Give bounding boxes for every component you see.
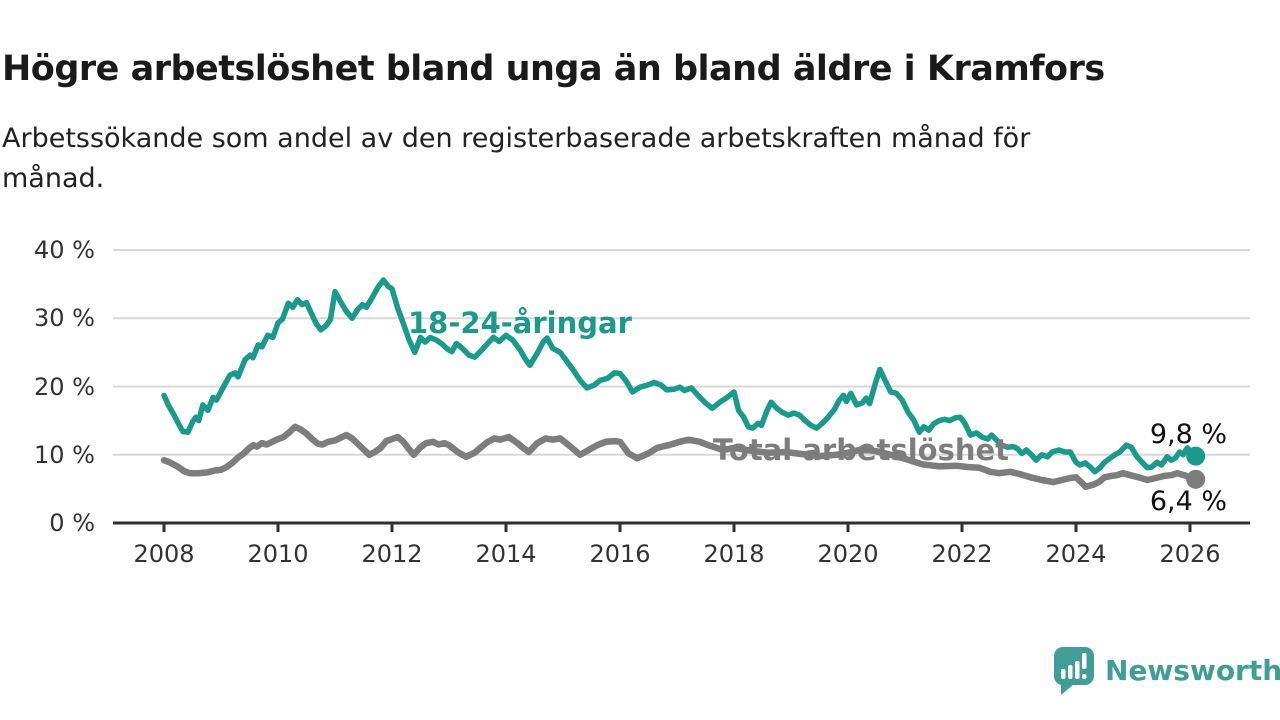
x-axis-label-2020: 2020: [817, 540, 879, 568]
page-title: Högre arbetslöshet bland unga än bland ä…: [2, 49, 1105, 90]
x-axis-label-2010: 2010: [247, 540, 309, 568]
x-axis-label-2018: 2018: [703, 540, 765, 568]
x-axis-label-2026: 2026: [1159, 540, 1221, 568]
series-end-dot-total: [1186, 469, 1206, 489]
end-value-label-18-24: 9,8 %: [1149, 419, 1227, 450]
y-axis-label-30: 30 %: [34, 304, 95, 333]
series-line-18-24: [161, 277, 1199, 475]
x-axis-label-2024: 2024: [1045, 540, 1107, 568]
y-axis-label-0: 0 %: [49, 509, 95, 537]
x-axis-label-2008: 2008: [133, 540, 195, 568]
y-axis-label-10: 10 %: [34, 440, 95, 469]
x-axis-label-2014: 2014: [475, 540, 537, 568]
series-label-total: Total arbetslöshet: [713, 433, 1010, 467]
x-axis-label-2022: 2022: [931, 540, 993, 568]
x-axis-label-2016: 2016: [589, 540, 651, 568]
series-line-total: [160, 423, 1199, 491]
series-end-dot-18-24: [1186, 446, 1206, 466]
chart-subtitle-line-1: Arbetssökande som andel av den registerb…: [2, 123, 1031, 154]
y-axis-label-20: 20 %: [34, 372, 95, 401]
series-label-18-24: 18-24-åringar: [408, 306, 632, 340]
newsworthy-logo-text: Newsworthy: [1105, 654, 1280, 687]
end-value-label-total: 6,4 %: [1149, 486, 1227, 517]
newsworthy-logo-icon: [1053, 647, 1094, 695]
y-axis-label-40: 40 %: [34, 236, 95, 264]
newsworthy-logo: Newsworthy: [1052, 646, 1280, 696]
x-axis-label-2012: 2012: [361, 540, 423, 568]
chart-subtitle-line-2: månad.: [2, 163, 105, 194]
